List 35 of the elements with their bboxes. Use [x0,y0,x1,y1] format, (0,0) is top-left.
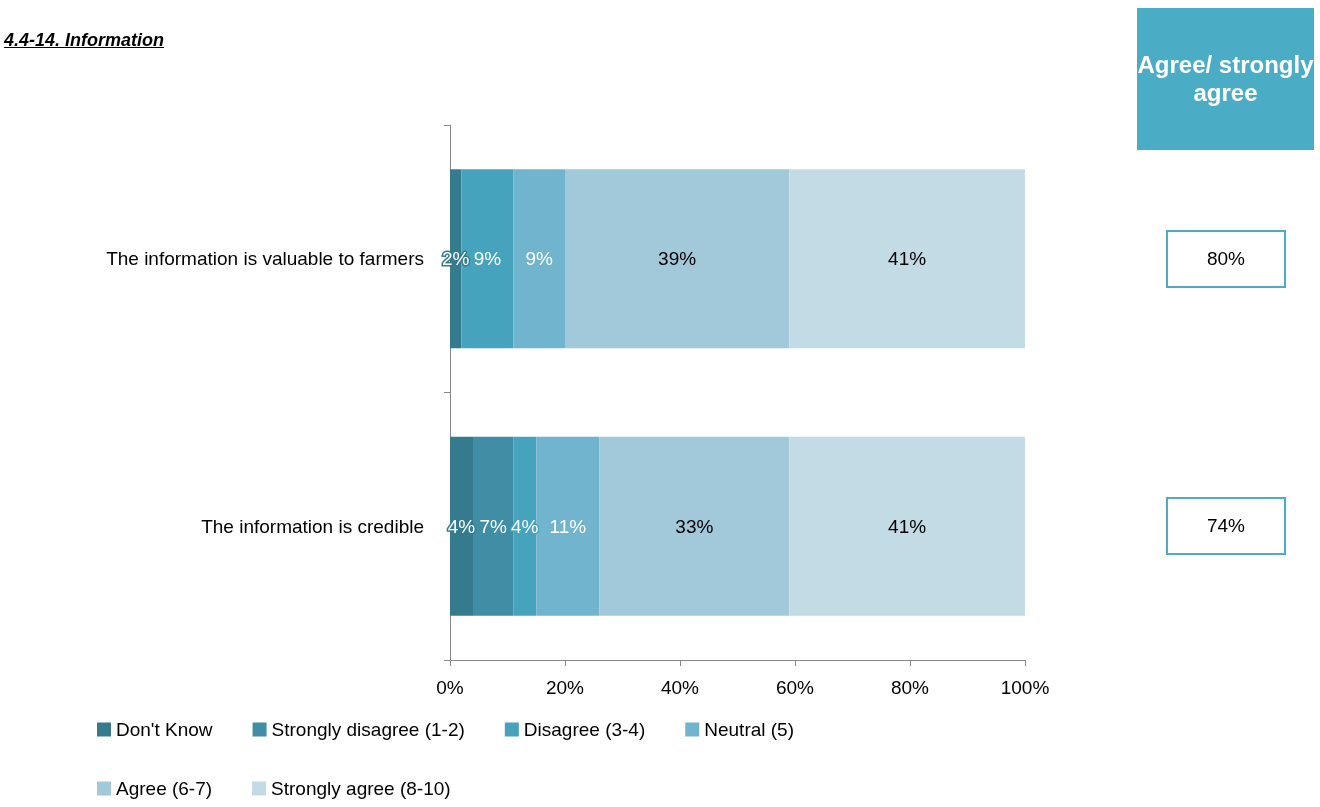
data-label: 41% [888,515,927,537]
legend-label: Strongly agree (8-10) [271,778,451,799]
y-tick-label: The information is credible [201,515,424,537]
bar [513,169,565,349]
bar [513,436,537,616]
legend-label: Don't Know [116,719,213,740]
data-label: 33% [675,515,714,537]
data-label: 39% [658,248,697,270]
x-tick-label: 80% [890,677,930,698]
x-tick-label: 40% [660,677,700,698]
data-label: 11% [549,515,587,537]
text: 4.4-14. Information [4,30,165,51]
legend-label: Strongly disagree (1-2) [271,719,465,740]
data-label: 4% [511,515,539,537]
bar [789,436,1025,616]
bar [565,169,790,349]
y-tick-label: The information is valuable to farmers [106,248,424,270]
data-label: 41% [888,248,927,270]
legend-label: Disagree (3-4) [523,719,646,740]
bar [599,436,790,616]
x-tick-label: 100% [1000,677,1050,698]
bar [450,436,473,616]
x-tick-label: 0% [436,677,464,698]
legend-label: Neutral (5) [704,719,795,740]
text: 74% [1166,497,1286,556]
legend-label: Agree (6-7) [116,778,213,799]
x-tick-label: 20% [545,677,585,698]
bar [789,169,1025,349]
data-label: 9% [473,248,502,270]
text: 80% [1166,229,1286,288]
data-label: 9% [525,248,553,270]
text: Agree/ strongly agree [1137,8,1314,150]
data-label: 7% [479,515,507,537]
x-tick-label: 60% [775,677,815,698]
bar [536,436,600,616]
